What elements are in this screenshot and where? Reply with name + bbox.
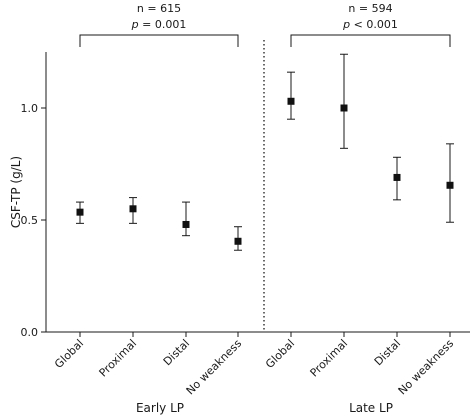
labels: 0.0 0.5 1.0 CSF-TP (g/L) Global Proximal Dista… (9, 2, 456, 415)
n-label: n = 615 (137, 2, 181, 15)
data-point (287, 97, 295, 105)
y-tick-label: 0.0 (21, 326, 39, 339)
y-tick-label: 1.0 (21, 102, 39, 115)
x-tick-label: Distal (161, 337, 192, 368)
p-value-label: p < 0.001 (342, 18, 398, 31)
data-point (446, 181, 454, 189)
x-tick-label: Global (52, 337, 86, 371)
x-tick-label: No weakness (396, 337, 457, 398)
data-point (340, 104, 348, 112)
p-value-text: = 0.001 (139, 18, 187, 31)
y-tick-label: 0.5 (21, 214, 39, 227)
data-point (182, 220, 190, 228)
x-tick-label: No weakness (184, 337, 245, 398)
n-label: n = 594 (348, 2, 392, 15)
comparison-bracket (290, 34, 451, 47)
p-symbol: p (342, 18, 350, 31)
x-tick-label: Proximal (308, 337, 351, 380)
group-label: Early LP (136, 401, 184, 415)
data-point (129, 205, 137, 213)
data-point (76, 208, 84, 216)
axes (41, 34, 470, 337)
p-value-label: p = 0.001 (131, 18, 187, 31)
x-tick-label: Global (263, 337, 297, 371)
x-tick-label: Distal (372, 337, 403, 368)
data-point (234, 237, 242, 245)
group-label: Late LP (349, 401, 393, 415)
comparison-bracket (79, 34, 239, 47)
p-symbol: p (131, 18, 139, 31)
x-tick-label: Proximal (97, 337, 140, 380)
data-marks (76, 53, 454, 251)
y-axis-label: CSF-TP (g/L) (9, 156, 23, 228)
data-point (393, 173, 401, 181)
p-value-text: < 0.001 (350, 18, 398, 31)
